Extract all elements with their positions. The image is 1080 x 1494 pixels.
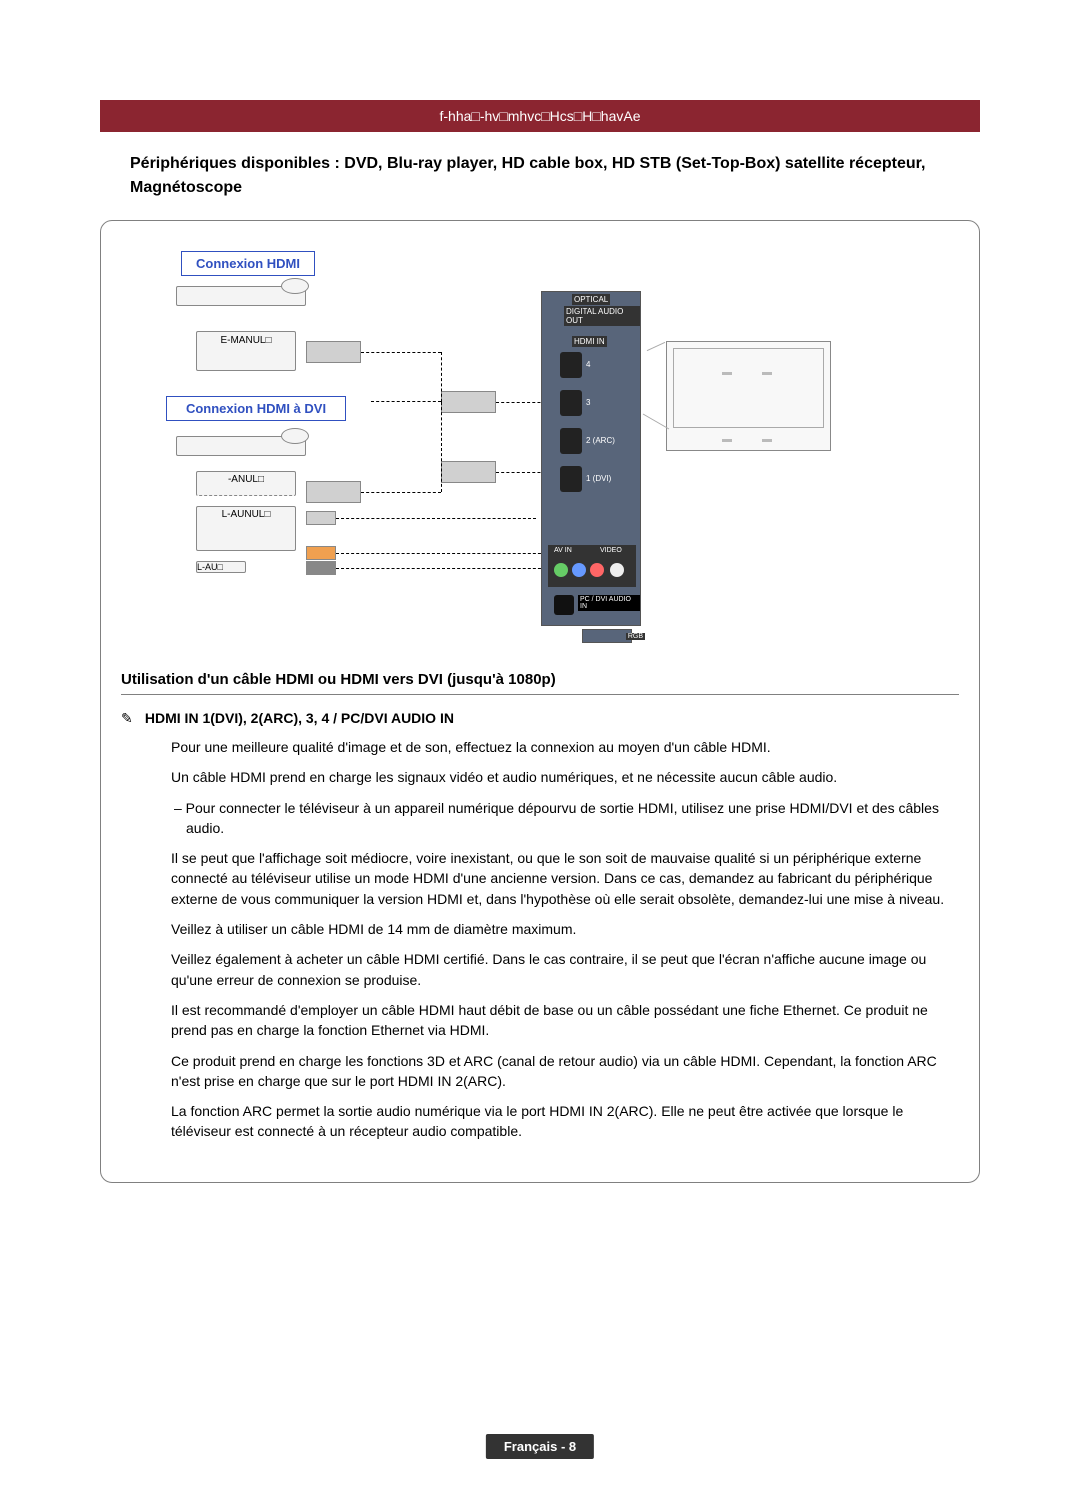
hdmi-port-2 [560,428,582,454]
hdmi-port-2-label: 2 (ARC) [586,436,615,445]
note-hdmi-ports: ✎ HDMI IN 1(DVI), 2(ARC), 3, 4 / PC/DVI … [121,710,959,727]
sub-paragraph: – Pour connecter le téléviseur à un appa… [186,798,959,839]
paragraph: Il se peut que l'affichage soit médiocre… [171,848,959,909]
tv-dot [762,372,772,375]
hdmi-port-4 [560,352,582,378]
note-icon: ✎ [121,710,141,727]
audio-plug-3 [306,561,336,575]
hdmi-plug-2 [306,481,361,503]
cable-line [361,492,441,493]
usage-title: Utilisation d'un câble HDMI ou HDMI vers… [121,671,959,695]
paragraph: Un câble HDMI prend en charge les signau… [171,767,959,787]
cable-line [336,553,551,554]
cable-line [361,352,441,353]
tv-dot [722,439,732,442]
paragraph: Il est recommandé d'employer un câble HD… [171,1000,959,1041]
device-emanual: E-MANUL□ [196,331,296,371]
tv-illustration [666,341,831,451]
avin-label: AV IN [554,547,572,554]
cable-line [336,568,551,569]
ext-port [582,629,632,643]
pc-dvi-audio-label: PC / DVI AUDIO IN [578,595,640,611]
video-label: VIDEO [600,547,622,554]
note-text: HDMI IN 1(DVI), 2(ARC), 3, 4 / PC/DVI AU… [145,710,454,726]
cable-line [371,401,441,402]
hdmi-plug-3 [441,391,496,413]
page-footer: Français - 8 [486,1434,594,1459]
label-hdmi-connection: Connexion HDMI [181,251,315,276]
audio-plug-1 [306,511,336,525]
cable-line [336,518,536,519]
label-dvi-connection: Connexion HDMI à DVI [166,396,346,421]
hdmi-port-3 [560,390,582,416]
paragraph: Veillez à utiliser un câble HDMI de 14 m… [171,919,959,939]
paragraph: La fonction ARC permet la sortie audio n… [171,1101,959,1142]
cable-line [441,402,442,492]
paragraph: Ce produit prend en charge les fonctions… [171,1051,959,1092]
jack-white [610,563,624,577]
tv-dot [722,372,732,375]
device-anul: -ANUL□ [196,471,296,496]
port-hdmiin-label: HDMI IN [572,336,607,347]
device-player-1-disc [281,278,309,294]
tv-screen [673,348,824,428]
hdmi-plug-1 [306,341,361,363]
device-player-2-disc [281,428,309,444]
hdmi-port-1 [560,466,582,492]
hdmi-port-4-label: 4 [586,360,590,369]
av-component-box: AV IN VIDEO [548,545,636,587]
audio-plug-2 [306,546,336,560]
section-banner: f-hha□-hv□mhvc□Hcs□H□havAe [100,100,980,132]
jack-green [554,563,568,577]
tv-dot [762,439,772,442]
device-lau: L-AU□ [196,561,246,573]
paragraph: Veillez également à acheter un câble HDM… [171,949,959,990]
hdmi-port-3-label: 3 [586,398,590,407]
paragraph: Pour une meilleure qualité d'image et de… [171,737,959,757]
hdmi-plug-4 [441,461,496,483]
diagram-container: Connexion HDMI E-MANUL□ Connexion HDMI à… [100,220,980,1183]
jack-red [590,563,604,577]
connector-line [647,342,666,351]
jack-blue [572,563,586,577]
port-optical-label: OPTICAL [572,294,610,305]
pc-dvi-audio-port [554,595,574,615]
port-digaudio-label: DIGITAL AUDIO OUT [564,306,640,326]
cable-line [441,352,442,402]
ext-label: RGB [626,633,645,640]
tv-port-panel: OPTICAL DIGITAL AUDIO OUT HDMI IN 4 3 2 … [541,291,641,626]
device-list-subtitle: Périphériques disponibles : DVD, Blu-ray… [130,152,950,200]
hdmi-port-1-label: 1 (DVI) [586,474,611,483]
device-launul: L-AUNUL□ [196,506,296,551]
connection-diagram: Connexion HDMI E-MANUL□ Connexion HDMI à… [121,246,959,646]
